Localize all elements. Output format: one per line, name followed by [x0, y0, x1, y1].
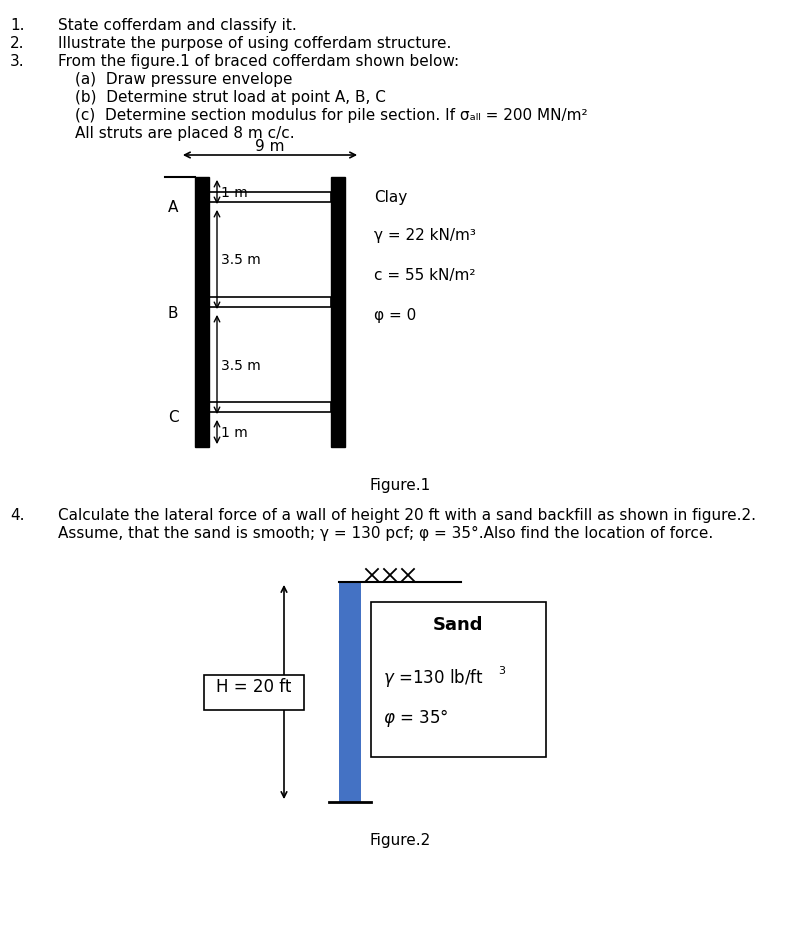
Bar: [371, 603, 546, 757]
Text: 4.: 4.: [10, 507, 25, 522]
Text: φ = 0: φ = 0: [374, 308, 417, 323]
Text: Clay: Clay: [374, 190, 407, 205]
Text: Assume, that the sand is smooth; γ = 130 pcf; φ = 35°.Also find the location of : Assume, that the sand is smooth; γ = 130…: [58, 525, 713, 540]
Text: Calculate the lateral force of a wall of height 20 ft with a sand backfill as sh: Calculate the lateral force of a wall of…: [58, 507, 756, 522]
Text: Illustrate the purpose of using cofferdam structure.: Illustrate the purpose of using cofferda…: [58, 36, 452, 51]
Text: All struts are placed 8 m c/c.: All struts are placed 8 m c/c.: [75, 125, 295, 140]
Text: B: B: [167, 305, 179, 320]
Text: Sand: Sand: [433, 615, 484, 634]
Bar: [209, 193, 331, 203]
Text: 1 m: 1 m: [221, 426, 248, 440]
Bar: [209, 402, 331, 413]
Text: $\gamma$ =130 lb/ft: $\gamma$ =130 lb/ft: [383, 666, 484, 688]
Text: 1 m: 1 m: [221, 186, 248, 199]
Text: Figure.1: Figure.1: [369, 477, 431, 492]
Text: 3.: 3.: [10, 54, 25, 69]
Text: (b)  Determine strut load at point A, B, C: (b) Determine strut load at point A, B, …: [75, 90, 386, 105]
Bar: [339, 582, 361, 802]
Text: 2.: 2.: [10, 36, 25, 51]
Text: State cofferdam and classify it.: State cofferdam and classify it.: [58, 18, 296, 33]
Text: γ = 22 kN/m³: γ = 22 kN/m³: [374, 227, 476, 242]
Bar: [204, 675, 304, 709]
Text: From the figure.1 of braced cofferdam shown below:: From the figure.1 of braced cofferdam sh…: [58, 54, 459, 69]
Text: 3.5 m: 3.5 m: [221, 254, 261, 267]
Text: A: A: [168, 200, 178, 215]
Text: Figure.2: Figure.2: [369, 832, 431, 847]
Bar: [331, 178, 345, 447]
Text: $\varphi$ = 35°: $\varphi$ = 35°: [383, 707, 449, 728]
Text: 3.5 m: 3.5 m: [221, 358, 261, 373]
Text: 1.: 1.: [10, 18, 25, 33]
Bar: [209, 298, 331, 308]
Text: (a)  Draw pressure envelope: (a) Draw pressure envelope: [75, 72, 292, 87]
Text: 9 m: 9 m: [256, 139, 284, 154]
Text: (c)  Determine section modulus for pile section. If σₐₗₗ = 200 MN/m²: (c) Determine section modulus for pile s…: [75, 108, 588, 123]
Bar: [195, 178, 209, 447]
Text: C: C: [167, 410, 179, 425]
Text: H = 20 ft: H = 20 ft: [216, 678, 292, 695]
Text: c = 55 kN/m²: c = 55 kN/m²: [374, 268, 476, 283]
Text: 3: 3: [498, 665, 505, 675]
